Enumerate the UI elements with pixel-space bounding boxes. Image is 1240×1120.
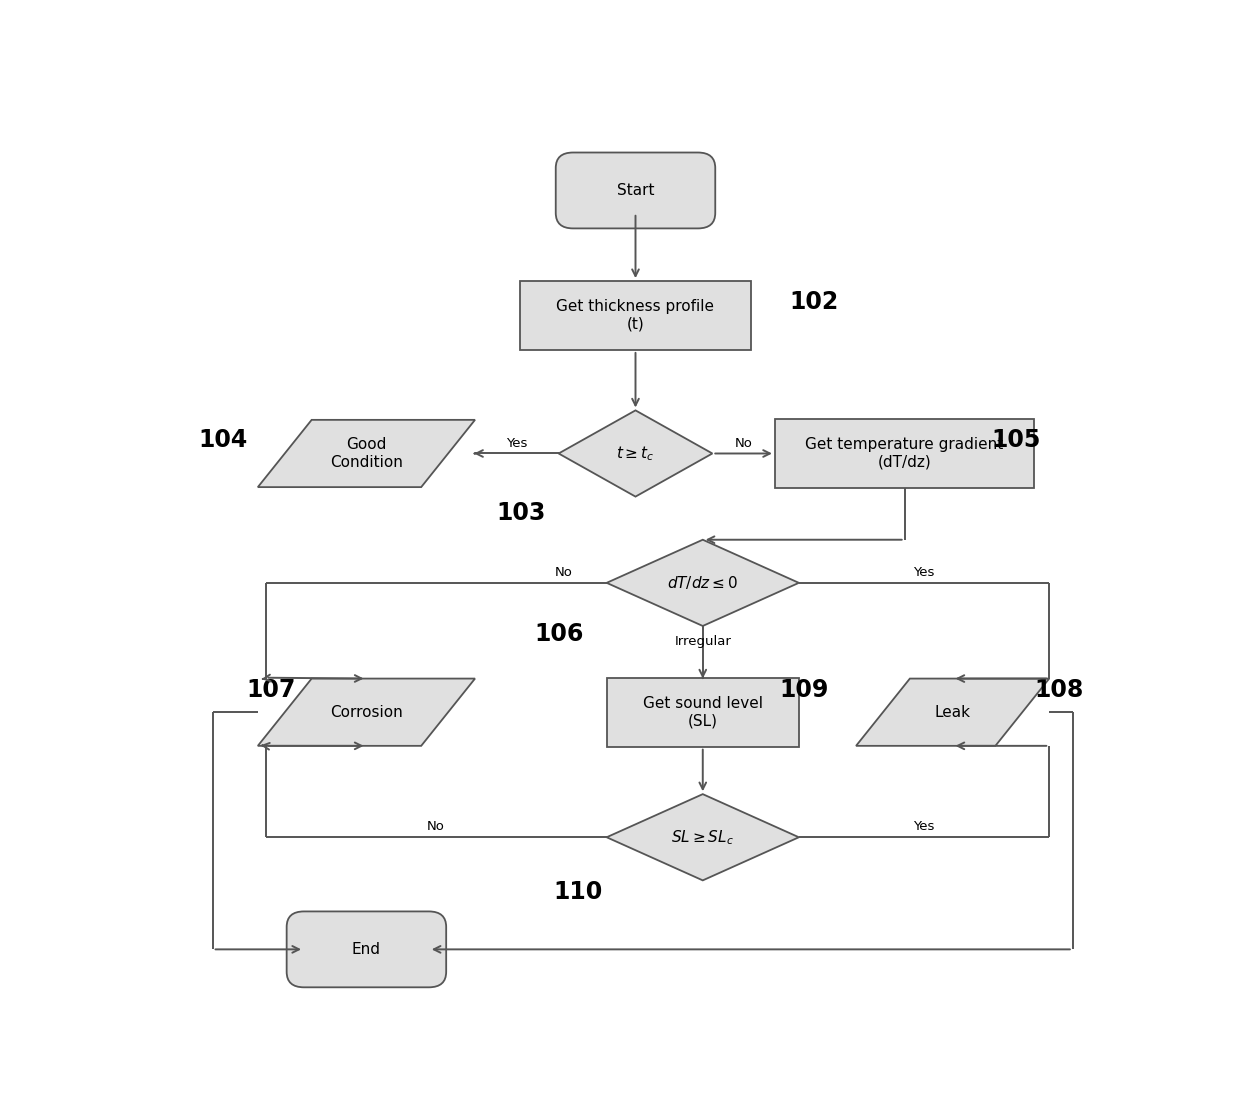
Text: No: No	[734, 437, 753, 449]
Text: $dT/dz \leq 0$: $dT/dz \leq 0$	[667, 575, 738, 591]
Text: Get sound level
(SL): Get sound level (SL)	[642, 696, 763, 728]
Text: Yes: Yes	[914, 566, 935, 579]
Text: Leak: Leak	[935, 704, 971, 720]
Text: Start: Start	[616, 183, 655, 198]
Text: 108: 108	[1034, 678, 1084, 702]
Text: No: No	[554, 566, 573, 579]
Text: Get temperature gradient
(dT/dz): Get temperature gradient (dT/dz)	[806, 437, 1003, 469]
Text: Irregular: Irregular	[675, 635, 732, 648]
Text: 109: 109	[780, 678, 830, 702]
Text: $t \geq t_c$: $t \geq t_c$	[616, 445, 655, 463]
Polygon shape	[606, 794, 799, 880]
Bar	[521, 281, 751, 349]
Text: 103: 103	[496, 501, 546, 525]
Polygon shape	[558, 410, 712, 496]
Text: Yes: Yes	[506, 437, 527, 449]
Text: Get thickness profile
(t): Get thickness profile (t)	[557, 299, 714, 332]
Text: End: End	[352, 942, 381, 956]
Polygon shape	[856, 679, 1049, 746]
Bar	[775, 419, 1034, 488]
Text: 106: 106	[534, 622, 584, 645]
Polygon shape	[606, 540, 799, 626]
Polygon shape	[258, 420, 475, 487]
Text: 104: 104	[198, 428, 248, 451]
FancyBboxPatch shape	[286, 912, 446, 988]
Text: 107: 107	[247, 678, 295, 702]
Text: Good
Condition: Good Condition	[330, 437, 403, 469]
Text: 105: 105	[991, 428, 1040, 451]
Text: $SL \geq SL_c$: $SL \geq SL_c$	[671, 828, 734, 847]
Text: 110: 110	[554, 880, 603, 904]
FancyBboxPatch shape	[556, 152, 715, 228]
Text: No: No	[427, 821, 445, 833]
Bar	[606, 678, 799, 747]
Text: Yes: Yes	[914, 821, 935, 833]
Polygon shape	[258, 679, 475, 746]
Text: 102: 102	[789, 290, 838, 314]
Text: Corrosion: Corrosion	[330, 704, 403, 720]
